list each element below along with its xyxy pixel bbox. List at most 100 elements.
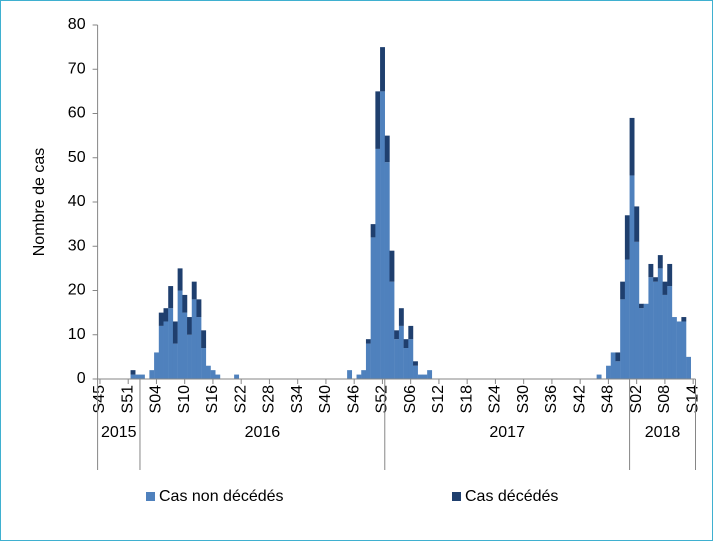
bar-segment	[657, 255, 663, 269]
x-tick-label: S45	[91, 385, 108, 414]
x-tick-label: S12	[430, 385, 447, 414]
x-tick-label: S48	[600, 385, 617, 414]
x-tick-label: S42	[571, 385, 588, 414]
bar-segment	[620, 299, 626, 379]
bar-segment	[210, 370, 216, 379]
y-tick-label: 10	[68, 326, 86, 343]
bar-segment	[380, 47, 385, 92]
bar-segment	[234, 374, 240, 379]
bar-segment	[648, 277, 654, 379]
x-tick-label: S10	[176, 385, 193, 414]
bar-segment	[205, 365, 211, 379]
bar-segment	[177, 268, 183, 291]
bar-segment	[686, 356, 691, 379]
bar-segment	[172, 321, 178, 344]
bar-segment	[624, 259, 630, 379]
bar-segment	[653, 277, 659, 282]
y-tick-label: 0	[77, 370, 86, 387]
bar-segment	[182, 312, 188, 379]
y-tick-label: 30	[68, 237, 86, 254]
bar-segment	[380, 91, 385, 379]
bar-segment	[201, 348, 207, 379]
x-tick-label: S36	[543, 385, 560, 414]
year-label: 2018	[645, 424, 681, 441]
bar-segment	[413, 361, 418, 366]
bar-segment	[158, 312, 164, 326]
bar-segment	[365, 339, 371, 344]
bar-segment	[408, 339, 414, 379]
x-tick-label: S02	[628, 385, 645, 414]
bar-segment	[177, 290, 183, 379]
bar-segment	[149, 370, 155, 379]
x-tick-label: S08	[656, 385, 673, 414]
bar-segment	[196, 317, 202, 379]
y-tick-label: 50	[68, 149, 86, 166]
bar-segment	[375, 91, 381, 149]
x-tick-label: S34	[289, 385, 306, 414]
y-tick-label: 40	[68, 193, 86, 210]
y-axis-label: Nombre de cas	[31, 148, 48, 257]
bar-segment	[361, 370, 367, 379]
bar-segment	[196, 299, 202, 318]
year-label: 2017	[489, 424, 525, 441]
bar-segment	[634, 206, 640, 242]
bar-segment	[356, 374, 362, 379]
x-tick-label: S24	[487, 385, 504, 414]
bar-segment	[629, 117, 635, 176]
bar-segment	[130, 374, 136, 379]
bar-segment	[681, 317, 687, 322]
year-label: 2016	[245, 424, 281, 441]
x-tick-label: S18	[458, 385, 475, 414]
bar-segment	[201, 330, 207, 349]
bar-segment	[422, 374, 428, 379]
bar-segment	[657, 268, 663, 379]
bar-segment	[384, 162, 390, 379]
bar-segment	[163, 321, 169, 379]
bar-segment	[365, 343, 371, 379]
legend-label: Cas non décédés	[159, 488, 284, 505]
bar-segment	[394, 339, 400, 379]
bar-segment	[662, 294, 668, 379]
x-tick-label: S14	[684, 385, 701, 414]
bar-segment	[215, 374, 221, 379]
bar-segment	[191, 281, 197, 300]
bar-segment	[662, 281, 668, 295]
x-tick-label: S46	[345, 385, 362, 414]
bar-segment	[615, 361, 621, 379]
bar-segment	[389, 250, 395, 282]
bar-segment	[187, 334, 192, 379]
bar-segment	[403, 348, 409, 379]
bar-segment	[629, 175, 635, 379]
bar-segment	[417, 374, 423, 379]
bar-segment	[408, 325, 414, 340]
bar-segment	[375, 148, 381, 379]
bar-segment	[639, 303, 644, 309]
bar-segment	[384, 135, 390, 163]
x-tick-label: S28	[261, 385, 278, 414]
legend-swatch	[146, 492, 155, 501]
bar-segment	[643, 303, 649, 379]
x-tick-label: S30	[515, 385, 532, 414]
bar-segment	[163, 308, 169, 322]
bar-segment	[168, 286, 174, 309]
y-tick-label: 60	[68, 105, 86, 122]
bar-segment	[347, 370, 353, 379]
x-tick-label: S40	[317, 385, 334, 414]
legend-swatch	[452, 492, 461, 501]
legend-label: Cas décédés	[465, 488, 558, 505]
bar-segment	[191, 299, 197, 379]
y-tick-label: 80	[68, 16, 86, 33]
bar-segment	[671, 317, 677, 379]
bar-segment	[413, 365, 418, 379]
x-tick-label: S16	[204, 385, 221, 414]
bar-segment	[130, 370, 136, 375]
bar-segment	[139, 374, 145, 379]
bar-segment	[168, 308, 174, 379]
bar-segment	[676, 321, 682, 379]
bar-segment	[135, 374, 141, 379]
bar-segment	[681, 321, 687, 379]
bar-segment	[187, 317, 192, 335]
